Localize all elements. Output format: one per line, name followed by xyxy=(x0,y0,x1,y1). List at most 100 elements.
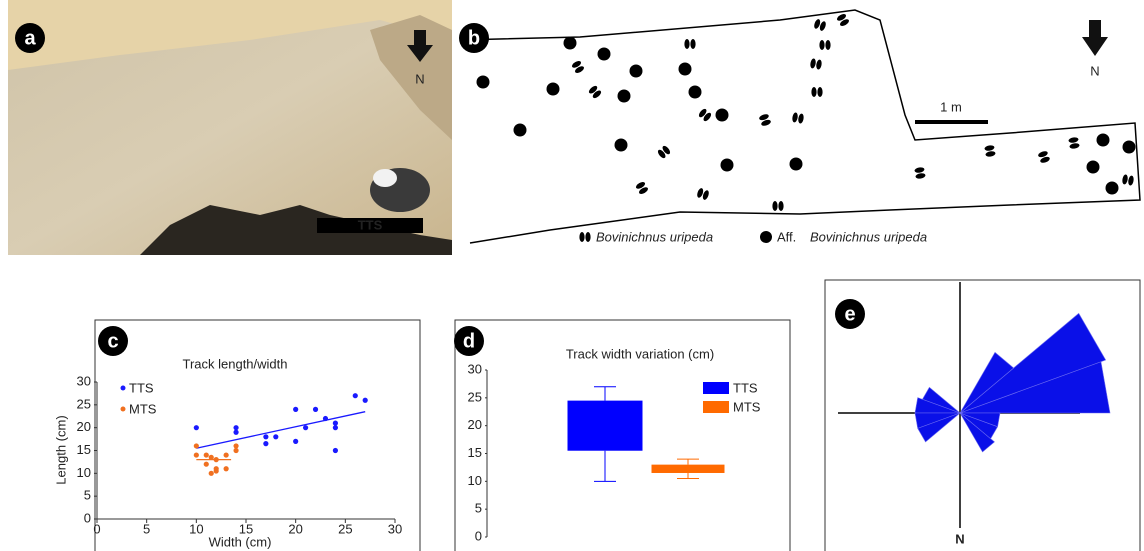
point xyxy=(224,466,229,471)
hoof-track xyxy=(1122,174,1135,186)
x-tick-label: 5 xyxy=(143,521,150,536)
hoof xyxy=(914,167,925,174)
point xyxy=(303,425,308,430)
point xyxy=(233,425,238,430)
legend-entry: Bovinichnus uripeda xyxy=(596,229,713,244)
hoof xyxy=(984,145,995,152)
point xyxy=(204,452,209,457)
track-dot xyxy=(716,109,729,122)
hoof-track xyxy=(810,58,823,70)
point xyxy=(214,468,219,473)
legend-label: MTS xyxy=(129,401,157,416)
y-tick-label: 30 xyxy=(77,373,91,388)
y-tick-label: 25 xyxy=(77,396,91,411)
track-dot xyxy=(618,90,631,103)
north-label: N xyxy=(1090,63,1099,78)
track-dot xyxy=(1106,182,1119,195)
point xyxy=(194,452,199,457)
legend-marker xyxy=(121,407,126,412)
hoof-track xyxy=(684,39,695,49)
hoof-track xyxy=(1068,137,1080,150)
legend-dot xyxy=(760,231,772,243)
scale-label: 1 m xyxy=(940,99,962,114)
panel-label: d xyxy=(463,330,475,352)
track-dot xyxy=(547,83,560,96)
hoof-track xyxy=(772,201,783,211)
y-tick-label: 15 xyxy=(77,442,91,457)
track-dot xyxy=(514,124,527,137)
legend-label: MTS xyxy=(733,399,761,414)
point xyxy=(233,448,238,453)
x-axis-label: Width (cm) xyxy=(209,534,272,549)
hoof xyxy=(985,151,996,158)
hoof xyxy=(1069,143,1080,150)
hoof-track xyxy=(588,84,603,99)
y-tick-label: 10 xyxy=(77,465,91,480)
legend-swatch xyxy=(703,382,729,394)
track-dot xyxy=(564,37,577,50)
hoof xyxy=(792,112,799,123)
y-tick-label: 20 xyxy=(468,417,482,432)
y-axis-label: Length (cm) xyxy=(53,415,68,484)
point xyxy=(233,430,238,435)
hoof xyxy=(825,40,830,50)
outcrop-outline xyxy=(460,10,1140,243)
point xyxy=(293,407,298,412)
chart-title: Track length/width xyxy=(182,356,287,371)
hoof xyxy=(810,58,817,69)
hoof-track xyxy=(697,108,712,123)
legend-entry: Aff. xyxy=(777,229,796,244)
track-dot xyxy=(679,63,692,76)
panel-label: b xyxy=(468,27,480,49)
point xyxy=(204,462,209,467)
hoof-track xyxy=(811,87,822,97)
x-tick-label: 0 xyxy=(93,521,100,536)
point xyxy=(209,471,214,476)
hoof xyxy=(798,113,805,124)
hoof-track xyxy=(914,167,926,180)
point xyxy=(353,393,358,398)
legend-swatch xyxy=(703,401,729,413)
hoof xyxy=(915,173,926,180)
scale-label: TTS xyxy=(358,217,383,232)
track-dot xyxy=(1087,161,1100,174)
point xyxy=(313,407,318,412)
legend-marker xyxy=(121,386,126,391)
hoof-track xyxy=(635,181,649,196)
track-dot xyxy=(689,86,702,99)
hoof-track xyxy=(813,18,827,31)
hat xyxy=(373,169,397,187)
figure: a N TTS b N 1 m Bovinichnus uripeda Aff. Bovinic… xyxy=(0,0,1144,551)
hoof xyxy=(690,39,695,49)
legend-label: TTS xyxy=(733,380,758,395)
hoof-track xyxy=(571,60,585,75)
hoof-track xyxy=(984,145,996,158)
hoof xyxy=(684,39,689,49)
track-dot xyxy=(598,48,611,61)
x-tick-label: 30 xyxy=(388,521,402,536)
point xyxy=(233,443,238,448)
hoof xyxy=(772,201,777,211)
hoof-track xyxy=(656,145,671,160)
hoof xyxy=(1122,174,1129,185)
point xyxy=(194,443,199,448)
photo-panel xyxy=(8,0,452,255)
hoof-track xyxy=(758,113,771,127)
track-dot xyxy=(477,76,490,89)
north-label: N xyxy=(415,71,424,86)
x-tick-label: 10 xyxy=(189,521,203,536)
y-tick-label: 5 xyxy=(475,501,482,516)
point xyxy=(263,434,268,439)
panel-label: a xyxy=(24,27,36,49)
point xyxy=(273,434,278,439)
y-tick-label: 30 xyxy=(468,361,482,376)
track-dot xyxy=(721,159,734,172)
hoof xyxy=(816,59,823,70)
track-dot xyxy=(790,158,803,171)
y-tick-label: 5 xyxy=(84,488,91,503)
hoof xyxy=(1128,175,1135,186)
point xyxy=(333,425,338,430)
hoof xyxy=(579,232,584,242)
hoof-track xyxy=(836,13,850,28)
legend-entry: Bovinichnus uripeda xyxy=(810,229,927,244)
